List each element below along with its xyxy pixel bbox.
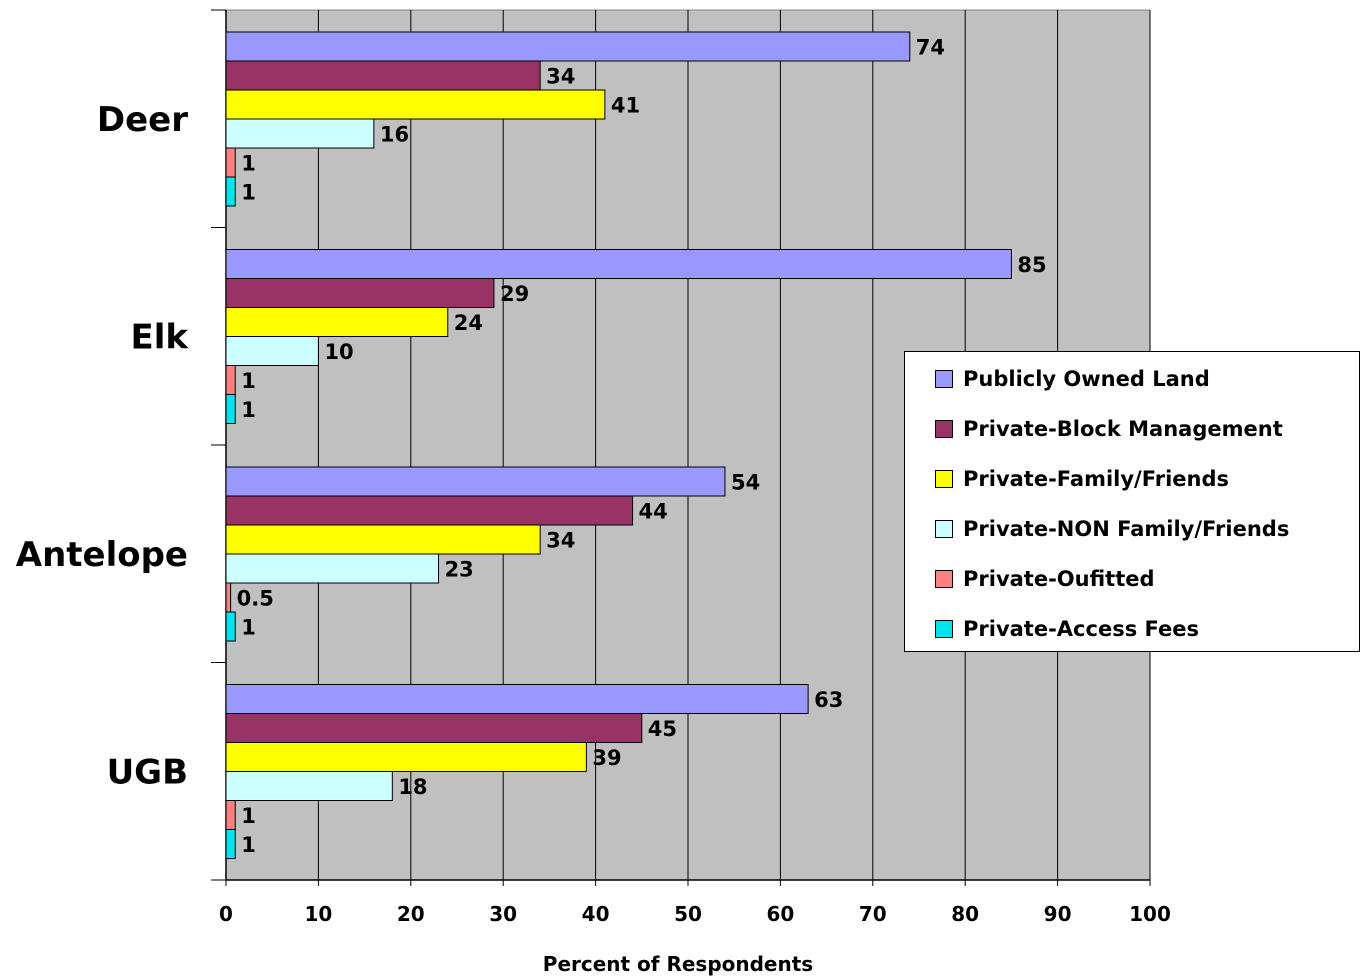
- data-label: 44: [639, 500, 668, 524]
- legend-label: Private-Access Fees: [963, 617, 1199, 641]
- bar: [225, 524, 541, 555]
- data-label: 41: [611, 94, 640, 118]
- data-label: 0.5: [237, 587, 274, 611]
- bar: [225, 365, 236, 395]
- data-label: 18: [398, 775, 427, 799]
- category-label: UGB: [107, 752, 188, 792]
- category-label: Elk: [131, 317, 190, 357]
- legend-item: Private-Access Fees: [935, 617, 1199, 641]
- x-tick-label: 0: [219, 902, 233, 926]
- data-label: 1: [241, 181, 256, 205]
- data-label: 63: [814, 688, 843, 712]
- bar: [225, 771, 393, 801]
- bar: [225, 118, 375, 149]
- bar: [225, 147, 236, 178]
- bar: [225, 176, 236, 207]
- x-tick-label: 100: [1129, 902, 1171, 926]
- bar: [225, 31, 911, 62]
- x-tick-label: 80: [951, 902, 979, 926]
- data-label: 74: [916, 36, 945, 60]
- legend-swatch: [935, 370, 953, 388]
- legend-label: Private-Oufitted: [963, 567, 1155, 591]
- data-label: 54: [731, 471, 760, 495]
- legend-item: Private-Block Management: [935, 417, 1283, 441]
- category-labels: Deer Elk Antelope UGB: [16, 100, 190, 793]
- bar: [225, 394, 236, 424]
- legend-item: Private-NON Family/Friends: [935, 517, 1289, 541]
- data-label: 39: [592, 746, 621, 770]
- legend-item: Private-Oufitted: [935, 567, 1155, 591]
- x-tick-label: 50: [674, 902, 702, 926]
- bar: [225, 713, 643, 743]
- legend-label: Private-Family/Friends: [963, 467, 1230, 491]
- bar: [225, 829, 236, 859]
- data-label: 29: [500, 282, 529, 306]
- value-labels: 74 34 41 16 1 1 85 29 24 10 1 1 54 44 34 23 0.5 1 63 45 39 18…: [237, 36, 1047, 858]
- x-tick-label: 40: [582, 902, 610, 926]
- bar: [225, 495, 634, 526]
- bar: [225, 307, 449, 337]
- data-label: 1: [241, 833, 256, 857]
- bar: [225, 249, 1012, 279]
- bars: [225, 31, 1012, 859]
- data-label: 1: [241, 369, 256, 393]
- data-label: 1: [241, 152, 256, 176]
- data-label: 16: [380, 123, 409, 147]
- x-axis-title: Percent of Respondents: [543, 952, 813, 976]
- data-label: 1: [241, 804, 256, 828]
- data-label: 10: [324, 340, 353, 364]
- x-tick-label: 10: [304, 902, 332, 926]
- legend-swatch: [935, 470, 953, 488]
- bar: [225, 466, 726, 497]
- data-label: 34: [546, 529, 575, 553]
- bar: [225, 684, 809, 714]
- x-tick-label: 60: [766, 902, 794, 926]
- x-tick-label: 90: [1044, 902, 1072, 926]
- bar: [225, 800, 236, 830]
- bar: [225, 611, 236, 642]
- legend-item: Publicly Owned Land: [935, 367, 1210, 391]
- bar: [225, 89, 606, 120]
- data-label: 1: [241, 398, 256, 422]
- legend-label: Publicly Owned Land: [963, 367, 1210, 391]
- data-label: 24: [454, 311, 483, 335]
- bar: [225, 278, 495, 308]
- x-tick-labels: 0 10 20 30 40 50 60 70 80 90 100: [219, 902, 1171, 926]
- bar: [225, 553, 440, 584]
- category-label: Antelope: [16, 535, 188, 575]
- legend-swatch: [935, 520, 953, 538]
- bar: [225, 582, 232, 613]
- data-label: 85: [1017, 253, 1046, 277]
- data-label: 1: [241, 616, 256, 640]
- legend-swatch: [935, 420, 953, 438]
- legend-label: Private-Block Management: [963, 417, 1283, 441]
- legend-swatch: [935, 570, 953, 588]
- bar: [225, 60, 541, 91]
- bar: [225, 336, 319, 366]
- x-tick-label: 70: [859, 902, 887, 926]
- x-tick-label: 20: [397, 902, 425, 926]
- data-label: 34: [546, 65, 575, 89]
- data-label: 45: [648, 717, 677, 741]
- legend-swatch: [935, 620, 953, 638]
- x-tick-label: 30: [489, 902, 517, 926]
- bar: [225, 742, 587, 772]
- legend-item: Private-Family/Friends: [935, 467, 1229, 491]
- legend-label: Private-NON Family/Friends: [963, 517, 1290, 541]
- data-label: 23: [445, 558, 474, 582]
- category-label: Deer: [97, 100, 188, 140]
- legend: Publicly Owned Land Private-Block Managem…: [904, 351, 1360, 652]
